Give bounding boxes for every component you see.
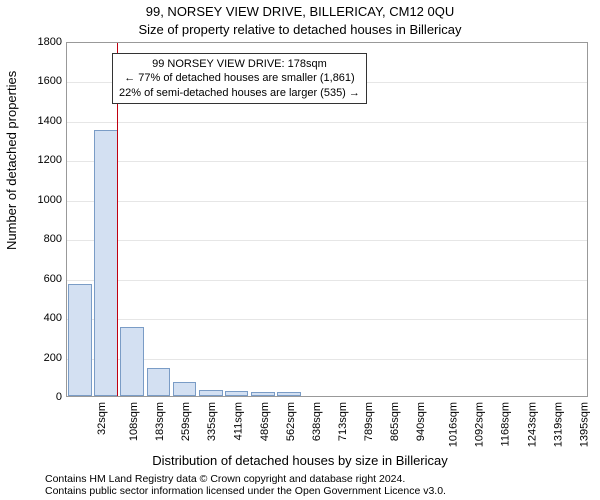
x-tick-label: 940sqm [415, 402, 427, 441]
bar [68, 284, 92, 396]
annotation-line-2: ← 77% of detached houses are smaller (1,… [119, 71, 360, 85]
y-tick-label: 0 [56, 391, 62, 403]
y-axis-label: Number of detached properties [4, 71, 19, 250]
chart-container: 99, NORSEY VIEW DRIVE, BILLERICAY, CM12 … [0, 0, 600, 500]
y-tick-label: 1600 [38, 75, 62, 87]
y-tick-label: 200 [44, 352, 62, 364]
bar [277, 392, 301, 396]
bar [120, 327, 144, 396]
y-tick-label: 1400 [38, 115, 62, 127]
gridline [67, 319, 587, 320]
bar [94, 130, 118, 396]
bar [251, 392, 275, 396]
x-tick-label: 1168sqm [499, 402, 511, 446]
gridline [67, 240, 587, 241]
footer-line-1: Contains HM Land Registry data © Crown c… [45, 473, 446, 486]
x-tick-label: 1395sqm [578, 402, 590, 447]
x-tick-label: 183sqm [154, 402, 166, 441]
chart-footer: Contains HM Land Registry data © Crown c… [45, 473, 446, 498]
gridline [67, 161, 587, 162]
x-tick-label: 1243sqm [526, 402, 538, 447]
x-tick-label: 259sqm [180, 402, 192, 441]
annotation-box: 99 NORSEY VIEW DRIVE: 178sqm ← 77% of de… [112, 53, 367, 104]
chart-title-main: 99, NORSEY VIEW DRIVE, BILLERICAY, CM12 … [0, 4, 600, 19]
x-tick-label: 865sqm [389, 402, 401, 441]
y-tick-label: 400 [44, 312, 62, 324]
x-tick-label: 108sqm [128, 402, 140, 441]
x-tick-label: 1319sqm [552, 402, 564, 447]
x-tick-label: 411sqm [232, 402, 244, 440]
x-tick-label: 486sqm [259, 402, 271, 441]
x-tick-label: 713sqm [337, 402, 349, 441]
x-tick-label: 789sqm [363, 402, 375, 441]
gridline [67, 201, 587, 202]
plot-area: 99 NORSEY VIEW DRIVE: 178sqm ← 77% of de… [66, 42, 588, 397]
y-tick-label: 1000 [38, 194, 62, 206]
gridline [67, 122, 587, 123]
x-tick-label: 335sqm [207, 402, 219, 441]
bar [225, 391, 249, 396]
gridline [67, 280, 587, 281]
x-tick-label: 1016sqm [448, 402, 460, 447]
x-axis-label: Distribution of detached houses by size … [0, 453, 600, 468]
annotation-line-3: 22% of semi-detached houses are larger (… [119, 86, 360, 100]
x-tick-label: 1092sqm [474, 402, 486, 447]
y-tick-label: 1800 [38, 36, 62, 48]
footer-line-2: Contains public sector information licen… [45, 485, 446, 498]
gridline [67, 359, 587, 360]
y-tick-label: 800 [44, 233, 62, 245]
annotation-line-1: 99 NORSEY VIEW DRIVE: 178sqm [119, 57, 360, 71]
x-tick-label: 638sqm [311, 402, 323, 441]
y-tick-label: 600 [44, 273, 62, 285]
y-tick-label: 1200 [38, 154, 62, 166]
bar [199, 390, 223, 396]
x-tick-label: 32sqm [96, 402, 108, 435]
bar [173, 382, 197, 396]
bar [147, 368, 171, 396]
x-tick-label: 562sqm [285, 402, 297, 441]
chart-title-sub: Size of property relative to detached ho… [0, 22, 600, 37]
